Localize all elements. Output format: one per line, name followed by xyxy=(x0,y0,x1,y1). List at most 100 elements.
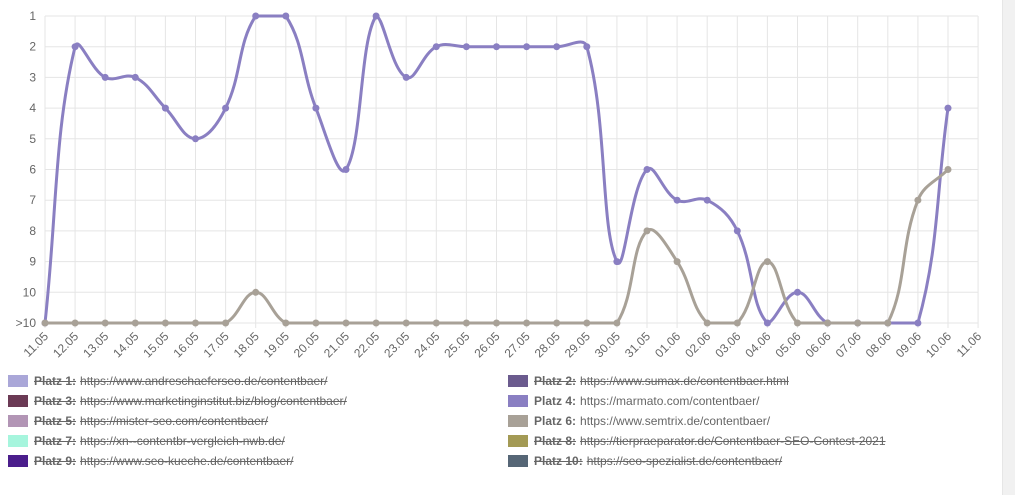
legend-swatch xyxy=(8,395,28,407)
data-point xyxy=(222,104,230,112)
legend-url: https://www.sumax.de/contentbaer.html xyxy=(580,374,789,388)
data-point xyxy=(523,43,531,51)
legend-swatch xyxy=(508,415,528,427)
data-point xyxy=(71,319,79,327)
data-point xyxy=(553,43,561,51)
legend-label: Platz 7: xyxy=(34,434,77,448)
data-point xyxy=(824,319,832,327)
legend-label: Platz 5: xyxy=(34,414,77,428)
data-point xyxy=(71,43,79,51)
legend-text: Platz 4: https://marmato.com/contentbaer/ xyxy=(534,394,759,408)
data-point xyxy=(553,319,561,327)
x-tick-label: 23.05 xyxy=(381,329,412,360)
legend-item[interactable]: Platz 3: https://www.marketinginstitut.bi… xyxy=(8,394,347,408)
legend-item[interactable]: Platz 5: https://mister-seo.com/contentba… xyxy=(8,414,268,428)
data-point xyxy=(252,288,260,296)
legend-swatch xyxy=(8,375,28,387)
legend-text: Platz 6: https://www.semtrix.de/contentba… xyxy=(534,414,770,428)
data-point xyxy=(583,43,591,51)
x-tick-label: 16.05 xyxy=(170,329,201,360)
x-tick-label: 05.06 xyxy=(772,329,803,360)
x-tick-label: 02.06 xyxy=(682,329,713,360)
legend-text: Platz 9: https://www.seo-kueche.de/conten… xyxy=(34,454,293,468)
data-point xyxy=(733,227,741,235)
x-tick-label: 25.05 xyxy=(441,329,472,360)
x-tick-label: 09.06 xyxy=(893,329,924,360)
x-tick-label: 01.06 xyxy=(652,329,683,360)
data-point xyxy=(643,166,651,173)
data-point xyxy=(613,258,621,266)
data-point xyxy=(794,319,801,327)
legend-label: Platz 6: xyxy=(534,414,577,428)
legend-url: https://www.andreschaeferseo.de/contentb… xyxy=(80,374,328,388)
legend-url: https://www.seo-kueche.de/contentbaer/ xyxy=(80,454,294,468)
data-point xyxy=(131,319,139,327)
data-point xyxy=(131,73,139,81)
y-tick-label: 10 xyxy=(23,285,37,299)
data-point xyxy=(342,319,350,327)
legend-item[interactable]: Platz 7: https://xn--contentbr-vergleich-… xyxy=(8,434,285,448)
data-point xyxy=(703,319,711,327)
x-tick-label: 06.06 xyxy=(803,329,834,360)
legend-url: https://www.semtrix.de/contentbaer/ xyxy=(580,414,771,428)
data-point xyxy=(914,196,922,204)
data-point xyxy=(523,319,531,327)
x-tick-label: 17.05 xyxy=(201,329,232,360)
legend-item[interactable]: Platz 1: https://www.andreschaeferseo.de/… xyxy=(8,374,328,388)
data-point xyxy=(161,319,169,327)
legend-item[interactable]: Platz 6: https://www.semtrix.de/contentba… xyxy=(508,414,770,428)
legend-item[interactable]: Platz 10: https://seo-spezialist.de/conte… xyxy=(508,454,782,468)
x-tick-label: 28.05 xyxy=(532,329,563,360)
data-point xyxy=(222,319,230,327)
y-tick-label: 8 xyxy=(29,224,36,238)
x-tick-label: 24.05 xyxy=(411,329,442,360)
legend-label: Platz 3: xyxy=(34,394,77,408)
data-point xyxy=(914,319,922,327)
y-tick-label: >10 xyxy=(16,316,37,330)
data-point xyxy=(282,12,290,20)
legend-item[interactable]: Platz 2: https://www.sumax.de/contentbaer… xyxy=(508,374,789,388)
data-point xyxy=(432,43,440,51)
legend-item[interactable]: Platz 8: https://tierpraeparator.de/Conte… xyxy=(508,434,886,448)
legend-swatch xyxy=(508,455,528,467)
x-tick-label: 22.05 xyxy=(351,329,382,360)
data-point xyxy=(161,104,169,112)
legend-item[interactable]: Platz 4: https://marmato.com/contentbaer/ xyxy=(508,394,759,408)
legend-text: Platz 7: https://xn--contentbr-vergleich-… xyxy=(34,434,285,448)
legend-text: Platz 1: https://www.andreschaeferseo.de/… xyxy=(34,374,328,388)
data-point xyxy=(884,319,892,327)
y-tick-label: 5 xyxy=(29,132,36,146)
y-tick-label: 2 xyxy=(29,40,36,54)
legend-url: https://tierpraeparator.de/Contentbaer-S… xyxy=(580,434,886,448)
data-point xyxy=(432,319,440,327)
x-tick-label: 11.05 xyxy=(21,329,52,360)
legend-text: Platz 8: https://tierpraeparator.de/Conte… xyxy=(534,434,886,448)
data-point xyxy=(312,319,320,327)
x-tick-label: 18.05 xyxy=(231,329,262,360)
x-tick-label: 13.05 xyxy=(80,329,111,360)
data-point xyxy=(312,104,320,112)
legend-url: https://marmato.com/contentbaer/ xyxy=(580,394,760,408)
data-point xyxy=(462,43,470,51)
legend-label: Platz 9: xyxy=(34,454,77,468)
x-tick-label: 29.05 xyxy=(562,329,593,360)
data-point xyxy=(282,319,290,327)
legend-item[interactable]: Platz 9: https://www.seo-kueche.de/conten… xyxy=(8,454,293,468)
data-point xyxy=(372,12,380,20)
x-tick-label: 08.06 xyxy=(863,329,894,360)
data-point xyxy=(583,319,591,327)
legend-label: Platz 1: xyxy=(34,374,77,388)
x-tick-label: 15.05 xyxy=(140,329,171,360)
x-tick-label: 14.05 xyxy=(110,329,141,360)
legend-url: https://mister-seo.com/contentbaer/ xyxy=(80,414,269,428)
data-point xyxy=(944,104,952,112)
scrollbar[interactable] xyxy=(1002,0,1015,495)
legend-label: Platz 10: xyxy=(534,454,583,468)
data-point xyxy=(944,166,952,173)
legend-text: Platz 2: https://www.sumax.de/contentbaer… xyxy=(534,374,789,388)
x-tick-label: 20.05 xyxy=(291,329,322,360)
data-point xyxy=(192,135,199,143)
y-tick-label: 1 xyxy=(29,9,36,23)
x-tick-label: 27.05 xyxy=(502,329,533,360)
